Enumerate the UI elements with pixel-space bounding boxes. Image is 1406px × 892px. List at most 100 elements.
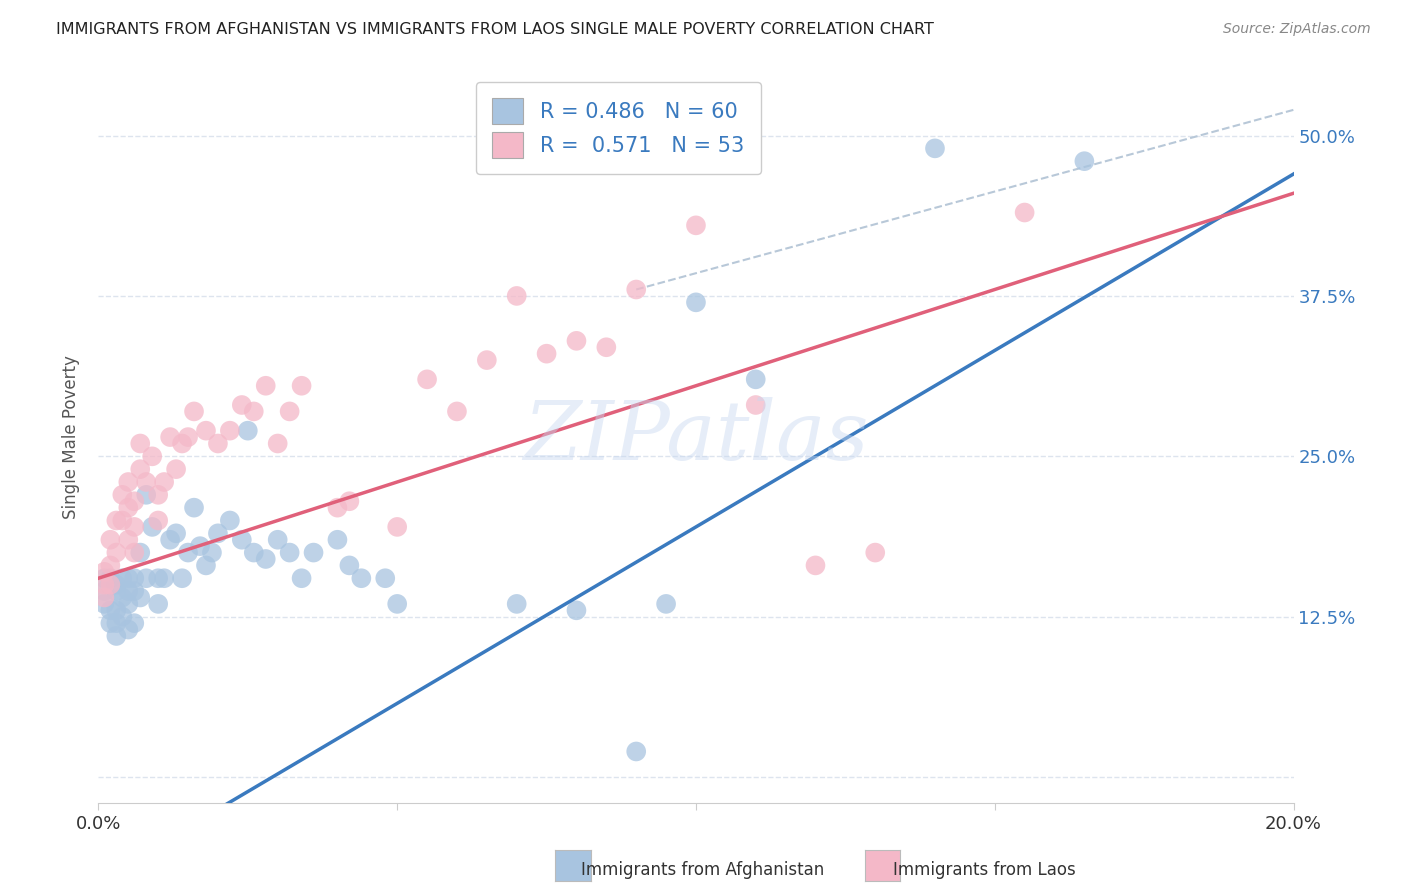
Point [135, 475, 157, 489]
Point [141, 450, 163, 464]
Point [183, 404, 205, 418]
Point [254, 552, 277, 566]
Point [506, 597, 529, 611]
Point [172, 436, 194, 450]
Point [111, 609, 134, 624]
Point [98, 558, 122, 573]
Point [117, 475, 139, 489]
Point [105, 545, 128, 559]
Point [350, 571, 373, 585]
Point [626, 283, 648, 297]
Point [93, 591, 115, 605]
Point [188, 539, 211, 553]
Point [117, 623, 139, 637]
Point [165, 462, 187, 476]
Point [98, 577, 122, 591]
Point [291, 378, 314, 392]
Point [98, 533, 122, 547]
Point [129, 462, 152, 476]
Point [117, 533, 139, 547]
Point [201, 545, 224, 559]
Point [446, 404, 468, 418]
Point [745, 372, 768, 386]
Point [105, 603, 128, 617]
Point [98, 616, 122, 631]
Point [416, 372, 439, 386]
Text: IMMIGRANTS FROM AFGHANISTAN VS IMMIGRANTS FROM LAOS SINGLE MALE POVERTY CORRELAT: IMMIGRANTS FROM AFGHANISTAN VS IMMIGRANT… [56, 22, 934, 37]
Point [153, 571, 176, 585]
Point [98, 603, 122, 617]
Point [105, 629, 128, 643]
Point [105, 584, 128, 599]
Point [172, 571, 194, 585]
Point [195, 558, 218, 573]
Point [685, 295, 707, 310]
Point [804, 558, 827, 573]
Point [129, 591, 152, 605]
Point [565, 334, 588, 348]
Point [98, 571, 122, 585]
Legend: R = 0.486   N = 60, R =  0.571   N = 53: R = 0.486 N = 60, R = 0.571 N = 53 [475, 82, 761, 174]
Point [506, 289, 529, 303]
Point [195, 424, 218, 438]
Point [326, 500, 349, 515]
Point [231, 398, 253, 412]
Point [236, 424, 259, 438]
Point [129, 545, 152, 559]
Point [124, 545, 146, 559]
Point [595, 340, 617, 354]
Point [565, 603, 588, 617]
Point [105, 616, 128, 631]
Text: Source: ZipAtlas.com: Source: ZipAtlas.com [1223, 22, 1371, 37]
Point [326, 533, 349, 547]
Point [93, 584, 115, 599]
Point [135, 488, 157, 502]
Point [93, 565, 115, 579]
Point [291, 571, 314, 585]
Point [745, 398, 768, 412]
Point [243, 545, 266, 559]
Point [278, 404, 301, 418]
Point [111, 514, 134, 528]
Point [124, 584, 146, 599]
Point [93, 597, 115, 611]
Point [124, 494, 146, 508]
Point [141, 520, 163, 534]
Point [177, 430, 200, 444]
Point [183, 500, 205, 515]
Text: Immigrants from Laos: Immigrants from Laos [893, 861, 1076, 879]
Point [475, 353, 498, 368]
Point [148, 597, 170, 611]
Point [685, 219, 707, 233]
Point [124, 520, 146, 534]
Point [177, 545, 200, 559]
Point [165, 526, 187, 541]
Point [105, 514, 128, 528]
Point [924, 141, 946, 155]
Point [1014, 205, 1036, 219]
Point [267, 436, 290, 450]
Point [207, 526, 229, 541]
Point [339, 558, 361, 573]
Point [93, 577, 115, 591]
Point [159, 430, 181, 444]
Point [219, 514, 242, 528]
Point [219, 424, 242, 438]
Point [302, 545, 325, 559]
Point [231, 533, 253, 547]
Point [135, 571, 157, 585]
Point [267, 533, 290, 547]
Point [385, 520, 409, 534]
Point [254, 378, 277, 392]
Point [93, 571, 115, 585]
Point [124, 571, 146, 585]
Point [339, 494, 361, 508]
Point [148, 514, 170, 528]
Point [117, 597, 139, 611]
Point [129, 436, 152, 450]
Point [153, 475, 176, 489]
Point [117, 500, 139, 515]
Point [278, 545, 301, 559]
Point [655, 597, 678, 611]
Point [243, 404, 266, 418]
